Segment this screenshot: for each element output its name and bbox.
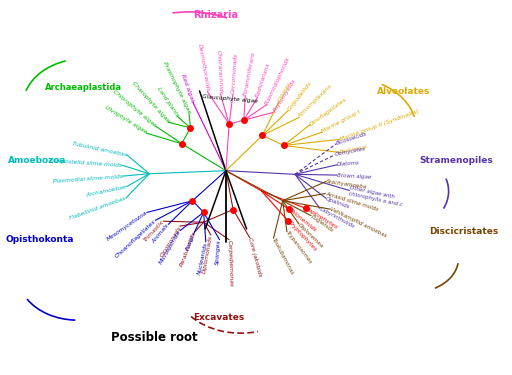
Text: Tubulinid amoebas: Tubulinid amoebas xyxy=(72,141,127,157)
Text: Ulvophyte algae: Ulvophyte algae xyxy=(104,105,147,135)
Text: Colpodellids: Colpodellids xyxy=(286,80,312,112)
Text: Core jakobids: Core jakobids xyxy=(247,237,263,278)
Text: Carpediemonas: Carpediemonas xyxy=(227,240,233,287)
Text: Chlorarachnids: Chlorarachnids xyxy=(216,50,223,94)
Text: Flabellinid amoebas: Flabellinid amoebas xyxy=(69,196,127,221)
Text: Dinoflagellates: Dinoflagellates xyxy=(309,96,348,127)
Text: Brown algae: Brown algae xyxy=(337,172,371,179)
Text: Dictyostelid slime molds: Dictyostelid slime molds xyxy=(49,158,122,168)
Text: Plasmodiophorids: Plasmodiophorids xyxy=(264,56,291,106)
Text: Diatoms: Diatoms xyxy=(337,161,360,167)
Text: Marine group II (Syndinales): Marine group II (Syndinales) xyxy=(339,108,419,142)
Text: Radiolarians: Radiolarians xyxy=(255,62,271,99)
Text: Perkinsus: Perkinsus xyxy=(339,144,368,155)
Text: Choanoflagellates: Choanoflagellates xyxy=(114,219,157,259)
Text: Animals: Animals xyxy=(152,223,170,245)
Text: Phytomyxids: Phytomyxids xyxy=(272,78,297,113)
Text: Mesomycetozoa: Mesomycetozoa xyxy=(106,210,148,242)
Text: Vahlkampfiid amoebas: Vahlkampfiid amoebas xyxy=(329,207,388,239)
Text: Labyrinthulids: Labyrinthulids xyxy=(318,206,355,229)
Text: Sponges: Sponges xyxy=(215,240,222,265)
Text: Trypanosomes: Trypanosomes xyxy=(285,230,313,266)
Text: Amoebozoa: Amoebozoa xyxy=(8,156,67,165)
Text: Cryptophytes: Cryptophytes xyxy=(287,219,317,252)
Text: Parabasalids: Parabasalids xyxy=(179,231,197,268)
Text: Red algae: Red algae xyxy=(180,73,195,103)
Text: Foraminiferans: Foraminiferans xyxy=(243,51,257,96)
Text: Glaucophyte algae: Glaucophyte algae xyxy=(202,94,258,104)
Text: Trimastix: Trimastix xyxy=(143,219,165,243)
Text: Euglenids: Euglenids xyxy=(310,214,334,233)
Text: Stachyamoeba: Stachyamoeba xyxy=(326,179,368,189)
Text: Alveolates: Alveolates xyxy=(377,87,430,96)
Text: Archaeaplastida: Archaeaplastida xyxy=(45,83,122,92)
Text: Land plants: Land plants xyxy=(156,86,180,118)
Text: Rhizaria: Rhizaria xyxy=(194,9,239,20)
Text: Opalinids: Opalinids xyxy=(325,196,351,209)
Text: Marine group I: Marine group I xyxy=(321,110,361,134)
Text: Desmothoracids: Desmothoracids xyxy=(197,43,210,92)
Text: Diplomonads: Diplomonads xyxy=(202,235,214,274)
Text: Tsukubamonas: Tsukubamonas xyxy=(271,237,295,276)
Text: Archamoebae: Archamoebae xyxy=(86,184,127,198)
Text: Fungi: Fungi xyxy=(185,234,196,251)
Text: Charophyte algae: Charophyte algae xyxy=(131,81,170,124)
Text: Microsporida: Microsporida xyxy=(159,229,182,265)
Text: Chlorophyte algae: Chlorophyte algae xyxy=(112,89,157,128)
Text: Plasmodial slime molds: Plasmodial slime molds xyxy=(52,174,122,183)
Text: Excavates: Excavates xyxy=(193,313,244,322)
Text: Haptophytes: Haptophytes xyxy=(304,206,339,231)
Text: Acrasid slime molds: Acrasid slime molds xyxy=(325,191,378,212)
Text: Other algae with
chlorophylls a and c: Other algae with chlorophylls a and c xyxy=(348,185,404,207)
Text: Prasinophyte algae: Prasinophyte algae xyxy=(162,61,191,115)
Text: Diplonemea: Diplonemea xyxy=(297,222,325,249)
Text: Stramenopiles: Stramenopiles xyxy=(419,156,493,165)
Text: Cercomonads: Cercomonads xyxy=(230,53,238,94)
Text: Oomycetes: Oomycetes xyxy=(335,146,366,157)
Text: Bicosoecids: Bicosoecids xyxy=(336,131,368,146)
Text: Oxymonads: Oxymonads xyxy=(159,225,182,258)
Text: Discicristates: Discicristates xyxy=(429,227,498,236)
Text: Apicomplexans: Apicomplexans xyxy=(297,84,333,119)
Text: Telonemids: Telonemids xyxy=(288,207,317,232)
Text: Ciliates: Ciliates xyxy=(277,81,292,102)
Text: Possible root: Possible root xyxy=(111,331,198,344)
Text: Opisthokonta: Opisthokonta xyxy=(6,235,74,244)
Text: Nucleariids: Nucleariids xyxy=(197,242,208,275)
